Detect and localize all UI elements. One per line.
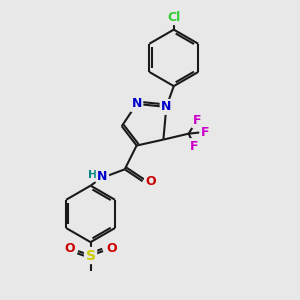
Text: Cl: Cl (167, 11, 180, 24)
Text: S: S (85, 248, 96, 262)
Text: O: O (146, 175, 156, 188)
Text: F: F (193, 114, 201, 127)
Text: O: O (106, 242, 117, 255)
Text: N: N (161, 100, 172, 113)
Text: N: N (131, 98, 142, 110)
Text: F: F (201, 126, 209, 139)
Text: O: O (64, 242, 75, 255)
Text: N: N (97, 170, 108, 183)
Text: F: F (190, 140, 199, 153)
Text: H: H (88, 170, 97, 180)
